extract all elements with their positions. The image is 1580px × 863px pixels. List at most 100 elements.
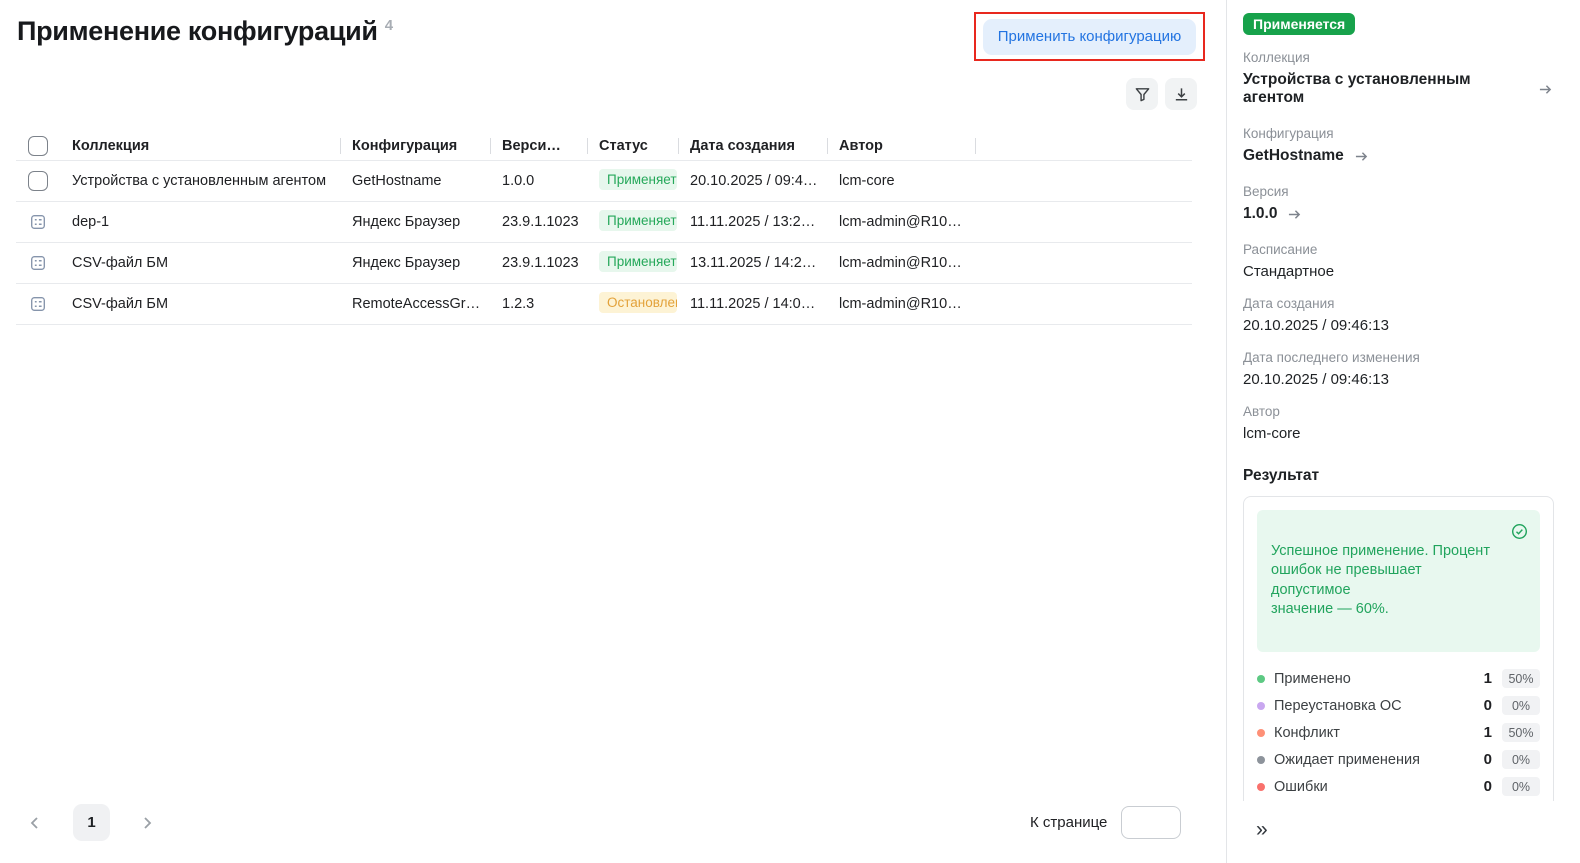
configurations-table: Коллекция Конфигурация Верси… Статус Дат… <box>16 131 1192 325</box>
download-icon <box>1173 86 1190 103</box>
chevron-left-icon <box>27 815 43 831</box>
stat-percent-chip: 50% <box>1502 669 1540 689</box>
stat-percent-chip: 0% <box>1502 750 1540 770</box>
field-label: Дата создания <box>1243 296 1335 311</box>
field-label: Расписание <box>1243 242 1318 257</box>
field-value: Устройства с установленным агентом <box>1243 71 1471 106</box>
cell-version: 23.9.1.1023 <box>502 214 579 230</box>
collection-type-icon <box>29 213 47 231</box>
header-configuration: Конфигурация <box>340 136 490 156</box>
chevron-right-icon <box>139 815 155 831</box>
arrow-right-icon <box>1287 208 1302 221</box>
stat-dot <box>1257 728 1265 737</box>
cell-collection: dep-1 <box>72 214 110 230</box>
result-card: Успешное применение. Процент ошибок не п… <box>1243 496 1554 801</box>
stat-percent-chip: 50% <box>1502 723 1540 743</box>
status-badge: Остановлено <box>599 291 677 313</box>
main-content: Применение конфигураций 4 Применить конфи… <box>0 12 1205 843</box>
stat-row: Ожидает применения 0 0% <box>1244 746 1553 773</box>
arrow-right-icon <box>1354 150 1369 163</box>
status-badge: Применяется <box>599 250 677 272</box>
result-message: Успешное применение. Процент ошибок не п… <box>1257 510 1540 653</box>
status-badge: Применяется <box>599 168 677 190</box>
field-value: GetHostname <box>1243 147 1344 164</box>
cell-created: 13.11.2025 / 14:2… <box>690 255 817 271</box>
row-checkbox[interactable] <box>28 171 48 191</box>
open-collection-link[interactable] <box>1538 83 1553 96</box>
cell-configuration: GetHostname <box>352 173 442 189</box>
header-created: Дата создания <box>678 136 827 156</box>
cell-author: lcm-core <box>839 173 895 189</box>
table-row[interactable]: CSV-файл БМ Яндекс Браузер 23.9.1.1023 П… <box>16 243 1192 284</box>
status-badge: Применяется <box>599 209 677 231</box>
apply-configuration-button[interactable]: Применить конфигурацию <box>983 18 1196 55</box>
header-version: Верси… <box>490 136 587 156</box>
collection-type-icon <box>29 254 47 272</box>
field-label: Версия <box>1243 184 1289 199</box>
field-configuration: Конфигурация GetHostname <box>1243 126 1553 165</box>
table-row[interactable]: dep-1 Яндекс Браузер 23.9.1.1023 Применя… <box>16 202 1192 243</box>
table-header-row: Коллекция Конфигурация Верси… Статус Дат… <box>16 131 1192 161</box>
cell-created: 11.11.2025 / 14:0… <box>690 296 816 312</box>
goto-page-input[interactable] <box>1121 806 1181 839</box>
page-count-badge: 4 <box>384 17 393 34</box>
filter-funnel-icon <box>1134 86 1151 103</box>
collapse-panel-button[interactable]: » <box>1256 818 1268 841</box>
next-page-button[interactable] <box>130 806 164 840</box>
arrow-right-icon <box>1538 83 1553 96</box>
stat-row: Ошибки 0 0% <box>1244 773 1553 800</box>
cell-author: lcm-admin@R10… <box>839 255 962 271</box>
open-configuration-link[interactable] <box>1354 150 1369 163</box>
page-title: Применение конфигураций 4 <box>17 16 393 46</box>
details-status-badge: Применяется <box>1243 13 1356 35</box>
cell-collection: CSV-файл БМ <box>72 296 169 312</box>
download-button[interactable] <box>1165 78 1197 110</box>
stat-dot <box>1257 782 1265 791</box>
result-heading: Результат <box>1243 467 1320 484</box>
details-panel: Применяется Коллекция Устройства с устан… <box>1226 0 1580 863</box>
collection-type-icon <box>29 295 47 313</box>
red-annotation-rectangle: Применить конфигурацию <box>974 12 1205 61</box>
cell-configuration: Яндекс Браузер <box>352 214 461 230</box>
filter-button[interactable] <box>1126 78 1158 110</box>
field-value: lcm-core <box>1243 425 1301 442</box>
field-author: Автор lcm-core <box>1243 404 1553 442</box>
cell-version: 1.2.3 <box>502 296 535 312</box>
pagination: 1 К странице <box>0 803 1192 843</box>
stat-dot <box>1257 701 1265 710</box>
previous-page-button[interactable] <box>18 806 52 840</box>
cell-author: lcm-admin@R10… <box>839 214 962 230</box>
select-all-checkbox[interactable] <box>28 135 48 156</box>
field-schedule: Расписание Стандартное <box>1243 242 1553 280</box>
cell-collection: Устройства с установленным агентом <box>72 173 327 189</box>
goto-page-label: К странице <box>1030 814 1108 831</box>
header-author: Автор <box>827 136 975 156</box>
table-row[interactable]: Устройства с установленным агентом GetHo… <box>16 161 1192 202</box>
cell-author: lcm-admin@R10… <box>839 296 962 312</box>
stat-row: Конфликт 1 50% <box>1244 719 1553 746</box>
stat-row: Переустановка ОС 0 0% <box>1244 692 1553 719</box>
open-version-link[interactable] <box>1287 208 1302 221</box>
field-value: 1.0.0 <box>1243 205 1278 222</box>
cell-collection: CSV-файл БМ <box>72 255 169 271</box>
field-version: Версия 1.0.0 <box>1243 184 1553 223</box>
check-circle-icon <box>1511 523 1528 547</box>
cell-created: 20.10.2025 / 09:4… <box>690 173 818 189</box>
table-row[interactable]: CSV-файл БМ RemoteAccessGr… 1.2.3 Остано… <box>16 284 1192 325</box>
field-label: Конфигурация <box>1243 126 1334 141</box>
page-number-button[interactable]: 1 <box>73 804 110 841</box>
stat-percent-chip: 0% <box>1502 777 1540 797</box>
header-status: Статус <box>587 136 678 156</box>
field-value: 20.10.2025 / 09:46:13 <box>1243 371 1389 388</box>
stat-percent-chip: 0% <box>1502 696 1540 716</box>
header-spacer <box>975 136 1192 156</box>
field-value: Стандартное <box>1243 263 1335 280</box>
stat-dot <box>1257 755 1265 764</box>
cell-version: 1.0.0 <box>502 173 535 189</box>
field-collection: Коллекция Устройства с установленным аге… <box>1243 50 1553 107</box>
stat-dot <box>1257 674 1265 683</box>
header-collection: Коллекция <box>72 137 150 154</box>
field-value: 20.10.2025 / 09:46:13 <box>1243 317 1389 334</box>
field-label: Коллекция <box>1243 50 1310 65</box>
field-modified: Дата последнего изменения 20.10.2025 / 0… <box>1243 350 1553 388</box>
